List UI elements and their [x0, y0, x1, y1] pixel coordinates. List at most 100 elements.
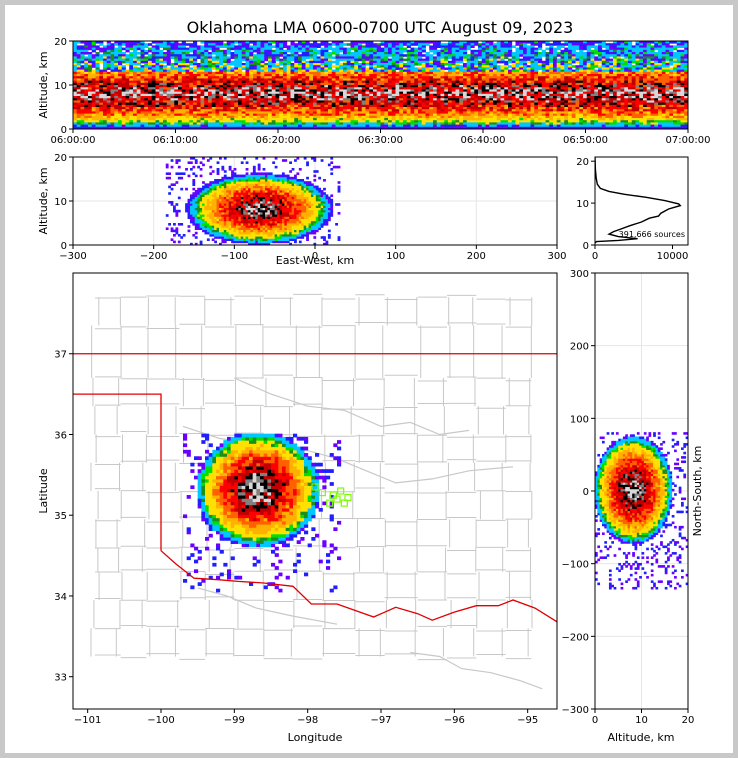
ta-density-cell: [523, 74, 528, 77]
ta-density-cell: [118, 71, 123, 75]
ta-density-cell: [185, 104, 190, 108]
ta-density-cell: [309, 65, 314, 68]
ta-density-cell: [440, 109, 445, 112]
ta-density-cell: [545, 102, 550, 106]
ta-density-cell: [478, 118, 483, 121]
ta-density-cell: [313, 100, 318, 103]
ta-density-cell: [376, 60, 381, 64]
ta-density-cell: [200, 82, 205, 86]
ta-density-cell: [395, 47, 400, 51]
ta-density-cell: [361, 120, 366, 123]
ta-density-cell: [118, 54, 123, 57]
ta-density-cell: [290, 120, 295, 123]
ta-density-cell: [234, 67, 239, 70]
ta-density-cell: [425, 100, 430, 103]
ta-density-cell: [361, 82, 366, 86]
ta-density-cell: [73, 124, 78, 128]
ta-density-cell: [541, 89, 546, 92]
ta-density-cell: [549, 56, 554, 59]
ta-density-cell: [170, 76, 175, 79]
ta-density-cell: [519, 120, 524, 123]
ta-density-cell: [106, 107, 111, 110]
ta-density-cell: [530, 47, 535, 51]
ta-density-cell: [174, 85, 179, 88]
ta-density-cell: [384, 102, 389, 106]
ta-density-cell: [388, 41, 393, 44]
ta-density-cell: [530, 49, 535, 53]
ta-density-cell: [316, 118, 321, 121]
ta-density-cell: [215, 113, 220, 117]
ta-density-cell: [541, 102, 546, 106]
ta-density-cell: [110, 87, 115, 90]
ta-density-cell: [159, 56, 164, 59]
ta-density-cell: [178, 74, 183, 77]
ta-density-cell: [343, 47, 348, 51]
ta-density-cell: [106, 113, 111, 117]
ta-density-cell: [523, 85, 528, 88]
ta-density-cell: [444, 102, 449, 106]
ta-density-cell: [466, 109, 471, 112]
ta-density-cell: [358, 76, 363, 79]
ta-density-cell: [245, 69, 250, 73]
ta-density-cell: [88, 65, 93, 68]
ta-density-cell: [414, 85, 419, 88]
ta-density-cell: [226, 120, 231, 123]
ta-density-cell: [99, 74, 104, 77]
ta-density-cell: [118, 100, 123, 103]
ta-density-cell: [504, 91, 509, 95]
ta-density-cell: [429, 58, 434, 62]
ta-density-cell: [414, 74, 419, 77]
ta-density-cell: [538, 96, 543, 99]
ta-density-cell: [538, 43, 543, 46]
ta-density-cell: [174, 56, 179, 59]
ta-density-cell: [403, 93, 408, 97]
ta-density-cell: [474, 49, 479, 53]
ta-density-cell: [391, 96, 396, 99]
ta-density-cell: [343, 82, 348, 86]
ta-density-cell: [249, 76, 254, 79]
ta-density-cell: [189, 104, 194, 108]
ta-density-cell: [103, 111, 108, 114]
ta-density-cell: [309, 45, 314, 48]
ta-density-cell: [76, 76, 81, 79]
ta-density-cell: [526, 87, 531, 90]
ta-density-cell: [541, 82, 546, 86]
ta-density-cell: [511, 100, 516, 103]
ta-density-cell: [384, 89, 389, 92]
ta-density-cell: [208, 63, 213, 66]
ta-density-cell: [425, 115, 430, 119]
ta-density-cell: [538, 118, 543, 121]
ta-density-cell: [451, 85, 456, 88]
ta-density-cell: [538, 78, 543, 81]
ta-density-cell: [256, 80, 261, 84]
ta-density-cell: [541, 87, 546, 90]
ta-density-cell: [151, 63, 156, 66]
ta-density-cell: [384, 118, 389, 121]
ta-density-cell: [136, 43, 141, 46]
ta-density-cell: [399, 104, 404, 108]
ta-density-cell: [200, 111, 205, 114]
ta-density-cell: [76, 63, 81, 66]
ta-density-cell: [474, 91, 479, 95]
ta-density-cell: [328, 111, 333, 114]
ta-density-cell: [478, 107, 483, 110]
ta-density-cell: [200, 100, 205, 103]
ta-density-cell: [114, 100, 119, 103]
ta-density-cell: [496, 126, 501, 129]
ta-density-cell: [106, 115, 111, 119]
ta-density-cell: [429, 93, 434, 97]
ta-density-cell: [444, 96, 449, 99]
ta-density-cell: [421, 124, 426, 128]
ta-density-cell: [253, 49, 258, 53]
ta-density-cell: [508, 107, 513, 110]
ta-density-cell: [549, 109, 554, 112]
ta-density-cell: [316, 111, 321, 114]
ta-density-cell: [339, 118, 344, 121]
ta-density-cell: [279, 67, 284, 70]
ta-density-cell: [73, 54, 78, 57]
ta-density-cell: [163, 96, 168, 99]
ta-density-cell: [496, 43, 501, 46]
ta-density-cell: [365, 67, 370, 70]
ta-density-cell: [519, 113, 524, 117]
ta-density-cell: [219, 78, 224, 81]
